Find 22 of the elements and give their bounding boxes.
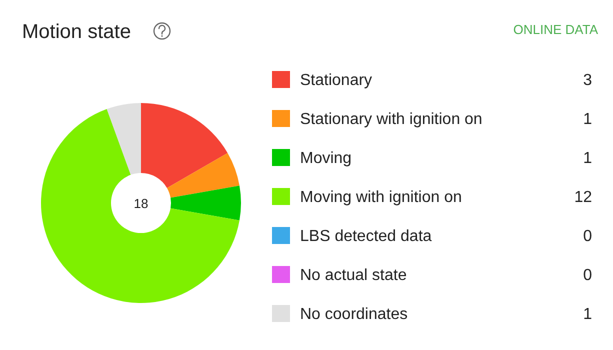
data-label: 1 [583, 306, 592, 323]
legend-label: Moving [300, 150, 352, 167]
legend-label: LBS detected data [300, 228, 432, 245]
data-label: 12 [574, 189, 592, 206]
text: 0 [583, 267, 592, 284]
legend-label: No actual state [300, 267, 407, 284]
chart-subtitle: ONLINE DATA [513, 22, 598, 37]
legend-label: Stationary with ignition on [300, 111, 482, 128]
chart-title: Motion state [22, 21, 131, 43]
text: 0 [583, 228, 592, 245]
donut-slice [166, 153, 240, 198]
data-label: 3 [583, 72, 592, 89]
donut-slice [170, 186, 241, 220]
data-label: 1 [583, 150, 592, 167]
donut-slice [41, 109, 240, 303]
legend-label: No coordinates [300, 306, 408, 323]
donut-slice [106, 103, 141, 175]
text: 18 [134, 196, 148, 211]
legend-label: Moving with ignition on [300, 189, 462, 206]
data-label: 1 [583, 111, 592, 128]
donut-slice [141, 103, 228, 188]
legend-label: Stationary [300, 72, 372, 89]
